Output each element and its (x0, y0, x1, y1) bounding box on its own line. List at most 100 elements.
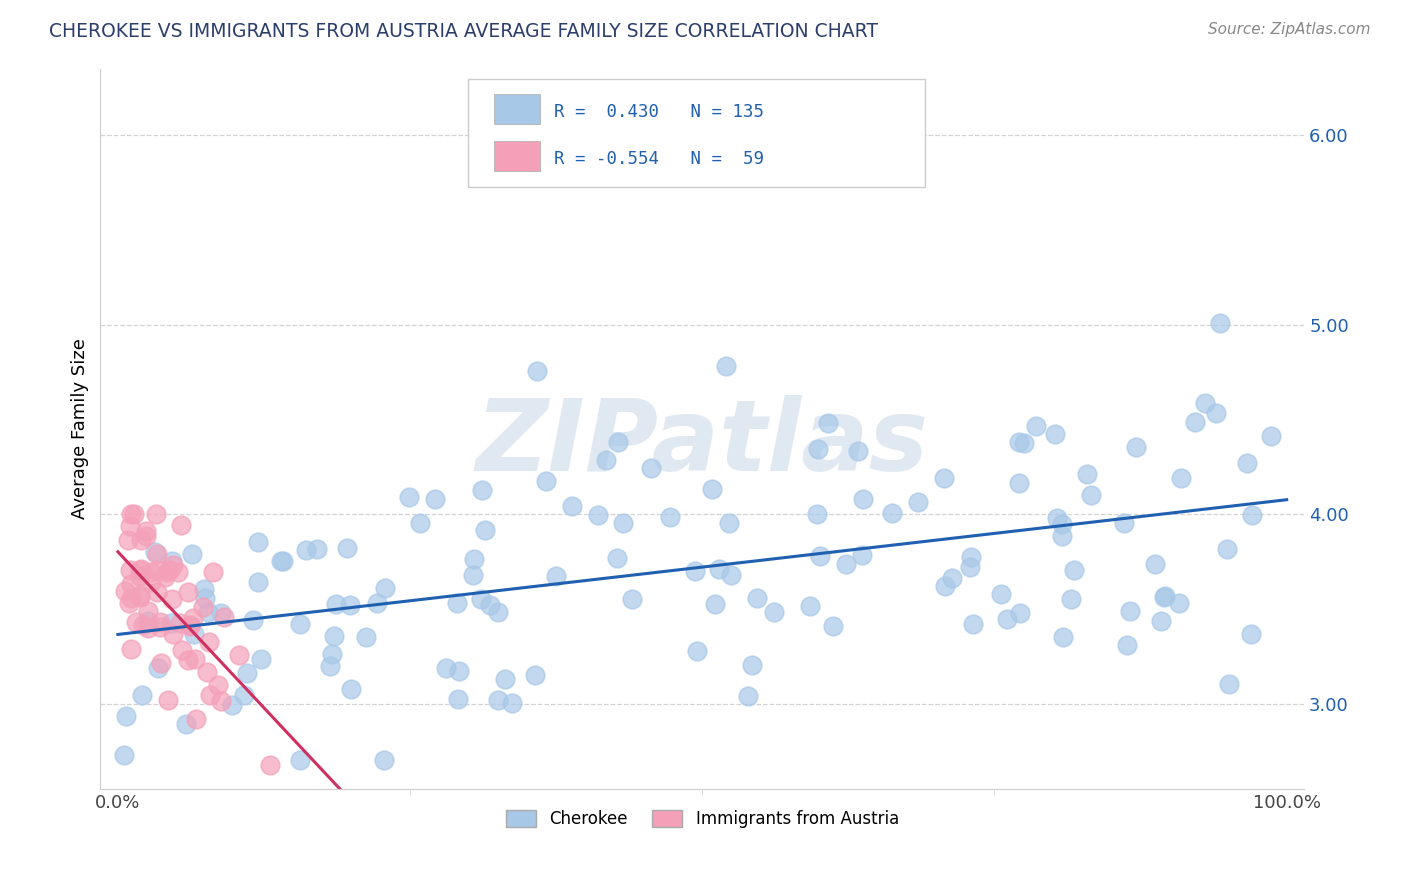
Point (156, 566, 179, 580)
Point (1236, 456, 1258, 470)
Point (136, 614, 159, 628)
Point (135, 524, 157, 539)
Point (1153, 590, 1175, 604)
Point (323, 629, 346, 643)
Point (720, 567, 742, 582)
Point (409, 516, 432, 531)
Point (124, 615, 146, 630)
Point (595, 453, 617, 467)
Text: ZIPatlas: ZIPatlas (475, 395, 929, 491)
Point (1143, 557, 1166, 571)
Point (683, 564, 706, 578)
Point (233, 689, 256, 703)
Point (249, 652, 271, 666)
Point (139, 575, 162, 590)
Point (290, 753, 312, 767)
Point (1154, 589, 1177, 603)
Text: R =  0.430   N = 135: R = 0.430 N = 135 (554, 103, 765, 120)
Point (246, 534, 269, 549)
Point (1240, 508, 1263, 523)
Point (131, 688, 153, 702)
Point (143, 545, 166, 559)
Point (717, 516, 740, 530)
Point (959, 560, 981, 574)
Point (200, 688, 222, 702)
Point (150, 656, 173, 670)
Point (941, 570, 963, 584)
Point (478, 598, 501, 612)
Point (295, 543, 318, 558)
Point (120, 641, 142, 656)
Point (159, 563, 181, 577)
Point (117, 596, 139, 610)
Point (1112, 516, 1135, 531)
Point (146, 585, 169, 599)
Point (1008, 435, 1031, 450)
Point (1115, 638, 1137, 652)
Point (184, 652, 207, 666)
Point (179, 619, 201, 633)
Point (1080, 487, 1102, 501)
Point (1167, 596, 1189, 610)
Point (112, 747, 135, 762)
Point (463, 568, 485, 582)
Point (817, 416, 839, 430)
Point (120, 507, 142, 521)
Point (1260, 429, 1282, 443)
Point (835, 557, 858, 571)
Point (174, 716, 197, 731)
Point (658, 510, 681, 524)
Point (129, 569, 152, 583)
Point (129, 591, 152, 605)
Point (129, 562, 152, 576)
Point (959, 550, 981, 565)
Point (526, 364, 548, 378)
Point (193, 600, 215, 615)
Point (1046, 511, 1069, 525)
Point (128, 589, 150, 603)
Bar (494, 94, 540, 124)
Point (131, 533, 153, 548)
Point (340, 682, 363, 697)
Point (193, 582, 215, 597)
Point (235, 665, 257, 680)
Point (463, 552, 485, 566)
Point (177, 585, 200, 599)
Point (446, 596, 468, 610)
Point (146, 661, 169, 675)
Point (135, 529, 157, 543)
Point (934, 579, 956, 593)
Point (339, 598, 361, 612)
Point (995, 612, 1018, 626)
Point (714, 359, 737, 373)
Point (523, 667, 546, 681)
Point (307, 541, 329, 556)
Point (374, 581, 396, 595)
Point (807, 442, 830, 456)
Point (201, 566, 224, 580)
Point (1052, 631, 1074, 645)
Point (1045, 426, 1067, 441)
Point (321, 647, 343, 661)
Point (221, 698, 243, 713)
Point (146, 563, 169, 577)
Point (228, 648, 250, 662)
Point (486, 693, 509, 707)
Point (170, 517, 193, 532)
Point (1209, 316, 1232, 330)
Point (907, 495, 929, 509)
Point (162, 592, 184, 607)
Point (806, 507, 828, 521)
Point (181, 548, 204, 562)
Point (207, 678, 229, 692)
Point (1063, 563, 1085, 577)
Point (118, 563, 141, 577)
Point (1012, 436, 1035, 450)
Point (702, 482, 724, 496)
Point (1076, 467, 1098, 481)
Point (534, 475, 557, 489)
Point (1050, 516, 1073, 531)
Point (149, 620, 172, 634)
Text: R = -0.554   N =  59: R = -0.554 N = 59 (554, 150, 765, 168)
Point (162, 558, 184, 572)
